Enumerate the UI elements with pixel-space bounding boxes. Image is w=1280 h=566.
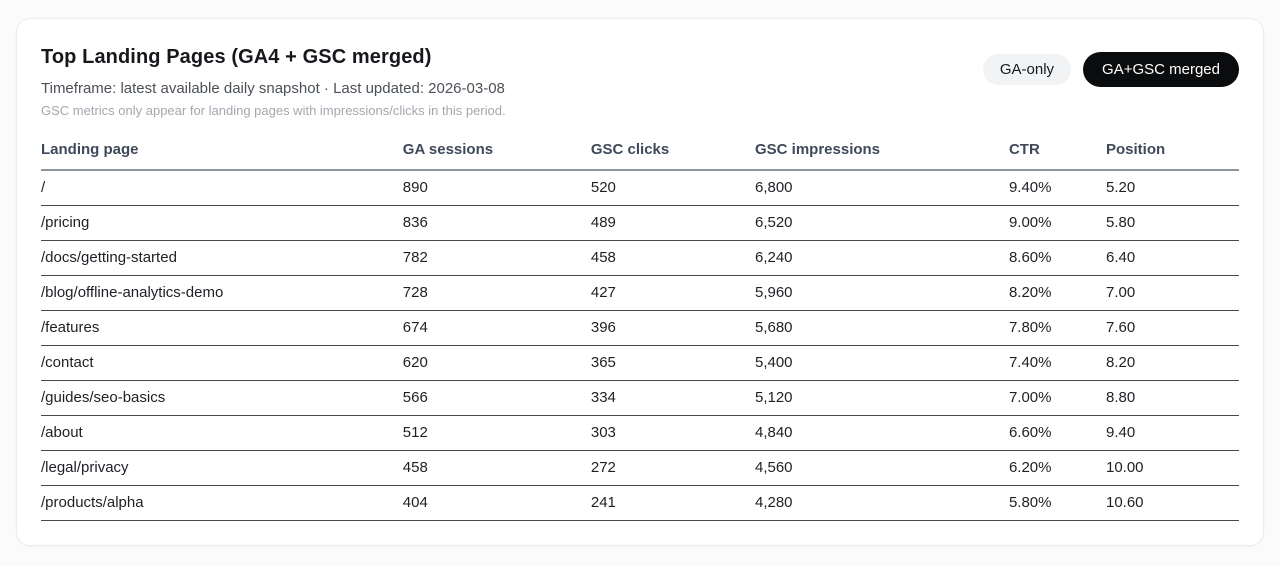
table-row: /legal/privacy 458 272 4,560 6.20% 10.00 xyxy=(41,450,1239,486)
cell-landing-page: /docs/getting-started xyxy=(41,240,403,276)
column-header-landing-page: Landing page xyxy=(41,135,403,171)
cell-ctr: 5.80% xyxy=(1008,485,1106,521)
cell-gsc-impressions: 6,240 xyxy=(754,240,1009,276)
cell-position: 8.20 xyxy=(1105,345,1239,381)
cell-gsc-clicks: 272 xyxy=(590,450,755,486)
gsc-note: GSC metrics only appear for landing page… xyxy=(41,103,506,118)
table-row: /about 512 303 4,840 6.60% 9.40 xyxy=(41,415,1239,451)
cell-ga-sessions: 566 xyxy=(402,380,591,416)
column-header-gsc-impressions: GSC impressions xyxy=(754,135,1009,171)
cell-ctr: 9.40% xyxy=(1008,170,1106,206)
landing-pages-table: Landing page GA sessions GSC clicks GSC imp… xyxy=(41,135,1239,521)
cell-gsc-impressions: 4,280 xyxy=(754,485,1009,521)
view-toggle-group: GA-only GA+GSC merged xyxy=(982,52,1239,87)
cell-gsc-clicks: 334 xyxy=(590,380,755,416)
table-row: /pricing 836 489 6,520 9.00% 5.80 xyxy=(41,205,1239,241)
cell-position: 9.40 xyxy=(1105,415,1239,451)
cell-gsc-clicks: 427 xyxy=(590,275,755,311)
cell-ctr: 7.40% xyxy=(1008,345,1106,381)
toggle-ga-only[interactable]: GA-only xyxy=(982,54,1072,85)
table-row: /docs/getting-started 782 458 6,240 8.60% 6.4… xyxy=(41,240,1239,276)
cell-ga-sessions: 728 xyxy=(402,275,591,311)
column-header-gsc-clicks: GSC clicks xyxy=(590,135,755,171)
cell-gsc-impressions: 4,560 xyxy=(754,450,1009,486)
cell-position: 5.20 xyxy=(1105,170,1239,206)
cell-position: 8.80 xyxy=(1105,380,1239,416)
table-head: Landing page GA sessions GSC clicks GSC imp… xyxy=(41,135,1239,171)
cell-gsc-clicks: 303 xyxy=(590,415,755,451)
cell-ctr: 8.60% xyxy=(1008,240,1106,276)
cell-landing-page: /contact xyxy=(41,345,403,381)
table-row: /products/alpha 404 241 4,280 5.80% 10.60 xyxy=(41,485,1239,521)
cell-gsc-clicks: 241 xyxy=(590,485,755,521)
cell-gsc-impressions: 5,400 xyxy=(754,345,1009,381)
card-header: Top Landing Pages (GA4 + GSC merged) Tim… xyxy=(41,46,1239,118)
cell-ga-sessions: 458 xyxy=(402,450,591,486)
cell-gsc-clicks: 458 xyxy=(590,240,755,276)
cell-gsc-clicks: 365 xyxy=(590,345,755,381)
cell-gsc-impressions: 6,800 xyxy=(754,170,1009,206)
cell-ctr: 8.20% xyxy=(1008,275,1106,311)
cell-gsc-clicks: 520 xyxy=(590,170,755,206)
cell-ctr: 9.00% xyxy=(1008,205,1106,241)
cell-position: 10.60 xyxy=(1105,485,1239,521)
card-heading-block: Top Landing Pages (GA4 + GSC merged) Tim… xyxy=(41,46,506,118)
cell-gsc-impressions: 5,120 xyxy=(754,380,1009,416)
cell-ga-sessions: 512 xyxy=(402,415,591,451)
cell-ga-sessions: 890 xyxy=(402,170,591,206)
cell-gsc-impressions: 5,680 xyxy=(754,310,1009,346)
cell-landing-page: /products/alpha xyxy=(41,485,403,521)
table-body: /890 520 6,800 9.40% 5.20/pricing 836 489 6,520… xyxy=(41,170,1239,521)
cell-landing-page: /about xyxy=(41,415,403,451)
cell-landing-page: /features xyxy=(41,310,403,346)
cell-gsc-impressions: 5,960 xyxy=(754,275,1009,311)
cell-ga-sessions: 404 xyxy=(402,485,591,521)
column-header-ga-sessions: GA sessions xyxy=(402,135,591,171)
column-header-position: Position xyxy=(1105,135,1239,171)
cell-landing-page: /legal/privacy xyxy=(41,450,403,486)
cell-landing-page: /pricing xyxy=(41,205,403,241)
cell-gsc-impressions: 4,840 xyxy=(754,415,1009,451)
cell-position: 6.40 xyxy=(1105,240,1239,276)
toggle-ga-gsc-merged[interactable]: GA+GSC merged xyxy=(1083,52,1239,87)
table-row: /guides/seo-basics 566 334 5,120 7.00% 8.80 xyxy=(41,380,1239,416)
cell-ctr: 6.60% xyxy=(1008,415,1106,451)
table-row: /890 520 6,800 9.40% 5.20 xyxy=(41,170,1239,206)
cell-gsc-clicks: 396 xyxy=(590,310,755,346)
cell-ga-sessions: 620 xyxy=(402,345,591,381)
timeframe-subtitle: Timeframe: latest available daily snapsh… xyxy=(41,80,505,97)
cell-ctr: 7.80% xyxy=(1008,310,1106,346)
cell-ctr: 7.00% xyxy=(1008,380,1106,416)
table-row: /features 674 396 5,680 7.80% 7.60 xyxy=(41,310,1239,346)
page-title: Top Landing Pages (GA4 + GSC merged) xyxy=(41,46,432,68)
cell-gsc-clicks: 489 xyxy=(590,205,755,241)
cell-gsc-impressions: 6,520 xyxy=(754,205,1009,241)
cell-position: 5.80 xyxy=(1105,205,1239,241)
column-header-ctr: CTR xyxy=(1008,135,1106,171)
cell-ga-sessions: 836 xyxy=(402,205,591,241)
cell-ga-sessions: 674 xyxy=(402,310,591,346)
cell-position: 7.60 xyxy=(1105,310,1239,346)
top-landing-pages-card: Top Landing Pages (GA4 + GSC merged) Tim… xyxy=(16,18,1264,546)
cell-ga-sessions: 782 xyxy=(402,240,591,276)
cell-position: 7.00 xyxy=(1105,275,1239,311)
cell-landing-page: / xyxy=(41,170,403,206)
cell-landing-page: /guides/seo-basics xyxy=(41,380,403,416)
table-header-row: Landing page GA sessions GSC clicks GSC imp… xyxy=(41,135,1239,171)
cell-ctr: 6.20% xyxy=(1008,450,1106,486)
table-row: /blog/offline-analytics-demo 728 427 5,960 8… xyxy=(41,275,1239,311)
table-row: /contact 620 365 5,400 7.40% 8.20 xyxy=(41,345,1239,381)
cell-position: 10.00 xyxy=(1105,450,1239,486)
cell-landing-page: /blog/offline-analytics-demo xyxy=(41,275,403,311)
